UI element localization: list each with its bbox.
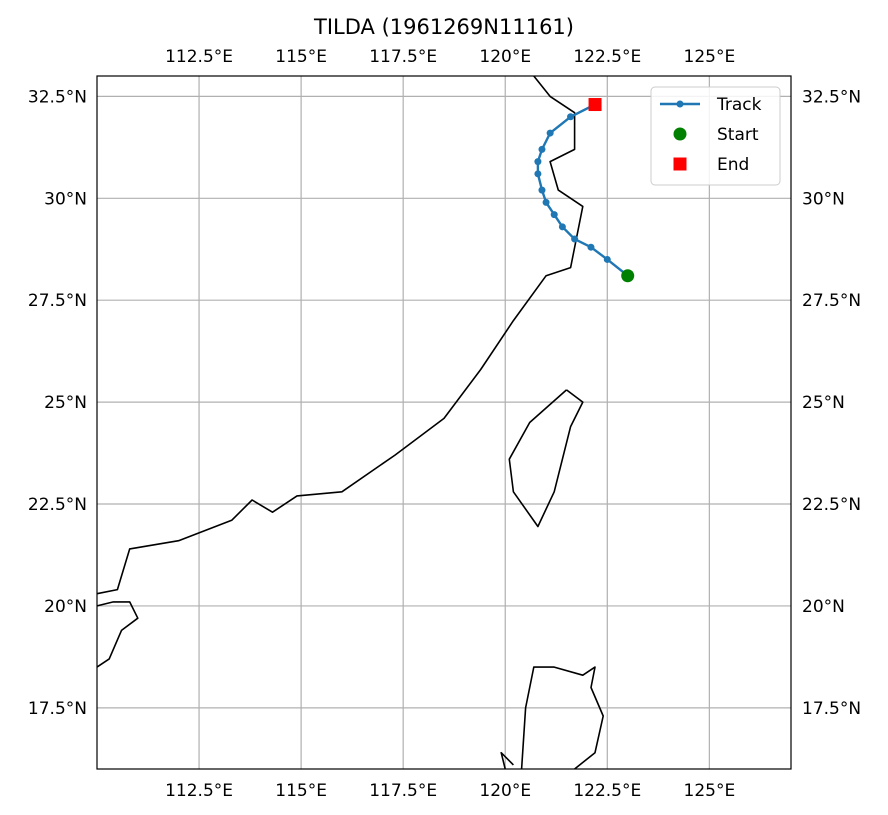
start-marker	[621, 269, 635, 283]
legend-label-start: Start	[717, 125, 759, 145]
tick-label-bottom-3: 120°E	[479, 781, 531, 801]
taiwan-coast	[508, 389, 584, 528]
storm-track	[534, 98, 635, 283]
tick-label-bottom-4: 122.5°E	[573, 781, 641, 801]
coastlines	[96, 75, 605, 770]
tick-label-right-5: 30°N	[802, 189, 845, 209]
tick-label-bottom-0: 112.5°E	[165, 781, 233, 801]
track-point-8	[534, 170, 542, 178]
tick-label-left-1: 20°N	[44, 597, 87, 617]
tick-label-right-3: 25°N	[802, 393, 845, 413]
tick-label-left-4: 27.5°N	[28, 291, 87, 311]
track-point-7	[538, 186, 546, 194]
track-point-5	[550, 211, 558, 219]
tick-label-left-2: 22.5°N	[28, 495, 87, 515]
lingayen-coast	[500, 751, 514, 770]
axis-ticks: 112.5°E 112.5°E 115°E 115°E 117.5°E 117.5°E 12…	[28, 47, 861, 801]
tick-label-right-6: 32.5°N	[802, 87, 861, 107]
tick-label-left-3: 25°N	[44, 393, 87, 413]
map-frame	[96, 75, 792, 770]
track-point-9	[534, 158, 542, 166]
map-title: TILDA (1961269N11161)	[313, 15, 574, 39]
tick-label-top-1: 115°E	[275, 47, 327, 67]
legend-track-dot	[676, 100, 684, 108]
track-point-4	[558, 223, 566, 231]
tick-label-bottom-1: 115°E	[275, 781, 327, 801]
tick-label-left-6: 32.5°N	[28, 87, 87, 107]
tick-label-bottom-5: 125°E	[684, 781, 736, 801]
tick-label-top-4: 122.5°E	[573, 47, 641, 67]
legend-start-marker	[673, 127, 687, 141]
tick-label-top-3: 120°E	[479, 47, 531, 67]
mainland-coast	[96, 75, 584, 595]
tick-label-right-4: 27.5°N	[802, 291, 861, 311]
track-point-12	[567, 113, 575, 121]
tick-label-left-5: 30°N	[44, 189, 87, 209]
end-marker	[588, 98, 602, 112]
tick-label-right-2: 22.5°N	[802, 495, 861, 515]
legend: Track Start End	[650, 86, 781, 186]
tick-label-right-1: 20°N	[802, 597, 845, 617]
track-point-2	[587, 243, 595, 251]
tick-label-top-0: 112.5°E	[165, 47, 233, 67]
legend-end-marker	[673, 157, 687, 171]
tick-label-left-0: 17.5°N	[28, 699, 87, 719]
tick-label-bottom-2: 117.5°E	[369, 781, 437, 801]
luzon-coast	[520, 666, 605, 770]
track-point-6	[542, 198, 550, 206]
legend-label-track: Track	[716, 95, 762, 115]
tick-label-top-5: 125°E	[684, 47, 736, 67]
tick-label-right-0: 17.5°N	[802, 699, 861, 719]
leizhou-coast	[96, 601, 139, 668]
legend-label-end: End	[717, 155, 749, 175]
tick-label-top-2: 117.5°E	[369, 47, 437, 67]
track-point-11	[546, 129, 554, 137]
track-point-10	[538, 145, 546, 153]
track-point-3	[571, 235, 579, 243]
track-point-1	[603, 255, 611, 263]
